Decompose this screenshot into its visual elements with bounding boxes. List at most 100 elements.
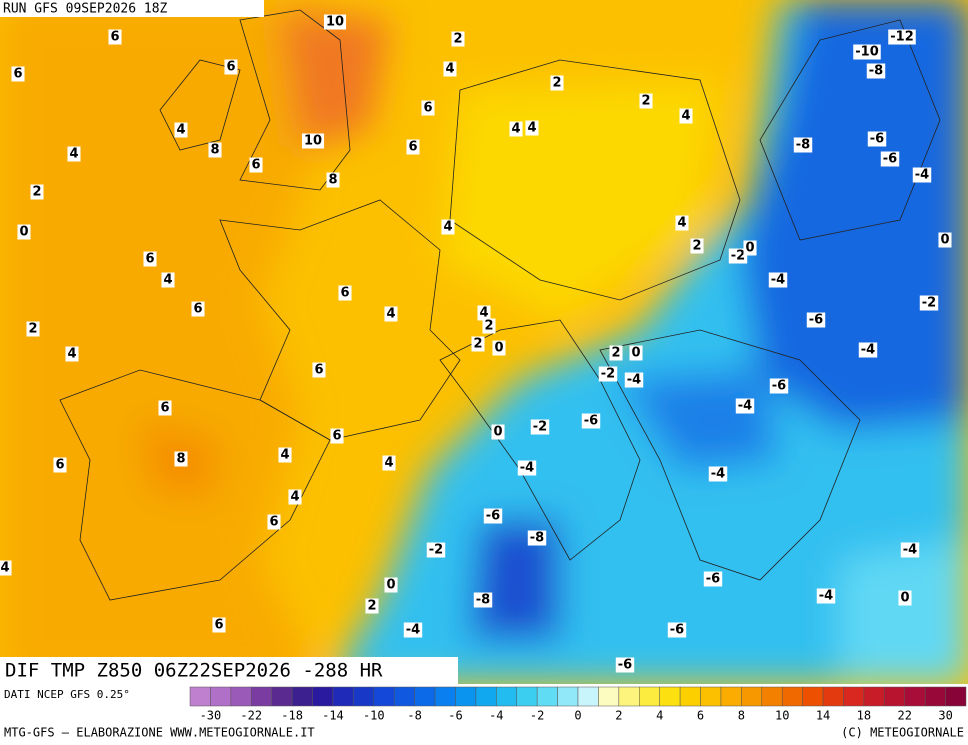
contour-value: 0 [940, 233, 949, 248]
contour-label: 4 [0, 560, 12, 576]
contour-label: 10 [323, 14, 347, 30]
colorbar-tick-label: 10 [775, 709, 789, 723]
contour-label-bg [11, 66, 25, 82]
colorbar-swatch [271, 686, 293, 707]
colorbar-tick-label: 30 [938, 709, 952, 723]
contour-label-bg [212, 617, 226, 633]
contour-label-bg [441, 219, 455, 235]
contour-value: -6 [486, 509, 500, 524]
contour-label: -4 [624, 372, 644, 388]
colorbar-swatch [536, 686, 558, 707]
contour-label-bg [301, 133, 325, 149]
contour-label: 4 [67, 146, 81, 162]
colorbar-swatch [639, 686, 660, 707]
contour-label-bg [525, 120, 539, 136]
colorbar-tick-label: 8 [738, 709, 745, 723]
contour-label-bg [53, 457, 67, 473]
contour-label-bg [735, 398, 755, 414]
contour-value: -4 [711, 467, 725, 482]
contour-label-bg [161, 272, 175, 288]
contour-label: 4 [443, 61, 457, 77]
contour-label-bg [330, 428, 344, 444]
colorbar-tick-label: -22 [240, 709, 262, 723]
contour-value: -8 [476, 593, 490, 608]
contour-value: 2 [611, 346, 620, 361]
contour-value: 6 [193, 302, 202, 317]
contour-value: -4 [861, 343, 875, 358]
contour-label-bg [609, 345, 623, 361]
contour-label: 4 [65, 346, 79, 362]
contour-label: -6 [867, 131, 887, 147]
contour-value: 6 [269, 515, 278, 530]
contour-value: 0 [386, 578, 395, 593]
contour-label-bg [403, 622, 423, 638]
colorbar-swatch [659, 686, 681, 707]
contour-value: 4 [384, 456, 393, 471]
colorbar-swatch [434, 686, 456, 707]
contour-value: 2 [473, 337, 482, 352]
contour-value: 2 [453, 32, 462, 47]
contour-value: 4 [443, 220, 452, 235]
contour-label: -6 [703, 571, 723, 587]
contour-value: 2 [692, 239, 701, 254]
header-box [0, 0, 264, 17]
colorbar-swatch [475, 686, 497, 707]
contour-label-bg [384, 306, 398, 322]
colorbar-swatch [557, 686, 579, 707]
contour-label: 4 [278, 447, 292, 463]
contour-label: 0 [384, 577, 398, 593]
contour-value: 0 [631, 346, 640, 361]
contour-value: 0 [745, 241, 754, 256]
contour-label: -6 [769, 378, 789, 394]
colorbar-swatch [312, 686, 334, 707]
colorbar-swatch [863, 686, 885, 707]
contour-value: 4 [67, 347, 76, 362]
contour-label-bg [406, 139, 420, 155]
colorbar-swatch [618, 686, 640, 707]
colorbar-swatch [393, 686, 415, 707]
colorbar-swatch [332, 686, 354, 707]
footer-right: (C) METEOGIORNALE [841, 726, 964, 740]
contour-label: 6 [143, 251, 157, 267]
colorbar-swatch [700, 686, 722, 707]
colorbar-swatch [230, 686, 252, 707]
contour-label-bg [517, 460, 537, 476]
contour-value: 6 [332, 429, 341, 444]
colorbar-tick-label: -14 [322, 709, 344, 723]
contour-label: 2 [550, 75, 564, 91]
contour-label-bg [0, 560, 12, 576]
contour-value: 10 [326, 15, 344, 30]
contour-value: 6 [423, 101, 432, 116]
contour-label: 6 [224, 59, 238, 75]
contour-label-bg [384, 577, 398, 593]
contour-label: 4 [509, 121, 523, 137]
contour-label: -4 [403, 622, 423, 638]
contour-label-bg [743, 240, 757, 256]
contour-label-bg [629, 345, 643, 361]
contour-label-bg [550, 75, 564, 91]
colorbar-swatch [598, 686, 620, 707]
contour-label: 6 [406, 139, 420, 155]
colorbar-tick-label: -8 [407, 709, 421, 723]
contour-label: 0 [492, 340, 506, 356]
contour-label-bg [816, 588, 836, 604]
colorbar-swatch [843, 686, 865, 707]
contour-label-bg [473, 592, 493, 608]
contour-label: 4 [679, 108, 693, 124]
contour-label-bg [491, 424, 505, 440]
map-field [0, 0, 968, 684]
contour-value: 6 [13, 67, 22, 82]
contour-label-bg [806, 312, 826, 328]
contour-value: -4 [627, 373, 641, 388]
run-label: RUN GFS 09SEP2026 18Z [3, 2, 168, 17]
contour-label: -8 [527, 530, 547, 546]
contour-label-bg [191, 301, 205, 317]
contour-label-bg [624, 372, 644, 388]
contour-label: 4 [477, 305, 491, 321]
colorbar-swatch [679, 686, 701, 707]
contour-label: 6 [158, 400, 172, 416]
contour-label: 4 [525, 120, 539, 136]
contour-value: 8 [328, 173, 337, 188]
contour-value: 0 [19, 225, 28, 240]
